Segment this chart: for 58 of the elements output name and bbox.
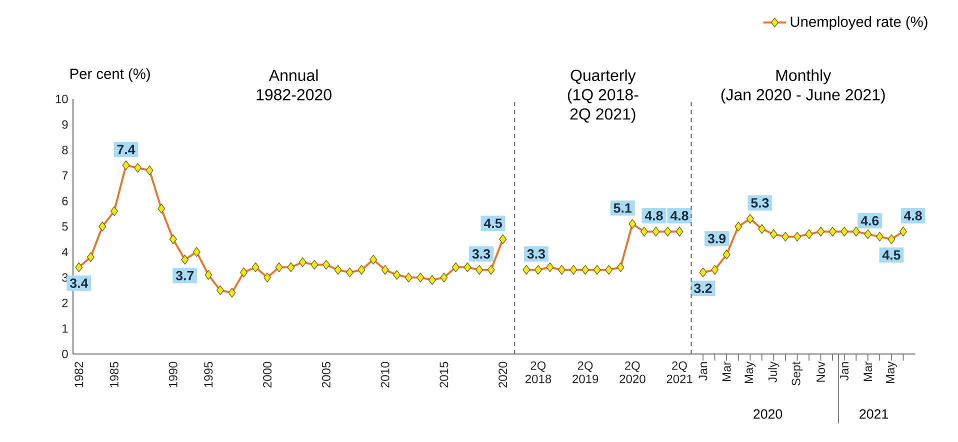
y-tick-label: 4 (62, 248, 68, 256)
y-tick-label: 10 (56, 94, 68, 104)
data-label: 5.1 (614, 203, 632, 213)
data-label: 7.4 (117, 144, 136, 154)
data-label: 3.7 (176, 270, 194, 280)
x-tick-label: May (744, 361, 756, 384)
x-tick-label: Mar (722, 362, 731, 382)
data-label: 4.5 (882, 250, 900, 260)
text: 2020 (754, 409, 782, 419)
x-tick-label: 2020 (498, 362, 508, 388)
y-tick-label: 7 (62, 171, 68, 180)
text: Quarterly (570, 69, 636, 84)
data-label: 3.9 (708, 234, 726, 244)
x-tick-label: Jan (840, 362, 849, 381)
data-label: 4.6 (860, 216, 879, 226)
y-tick-label: 6 (62, 196, 68, 206)
data-label: 4.8 (670, 210, 688, 220)
x-tick-label: 2005 (322, 362, 330, 388)
x-tick-label: Sept (792, 361, 803, 386)
y-tick-label: 9 (62, 120, 68, 129)
annotation: 1982-2020 (256, 89, 332, 100)
x-tick-label: 1990 (168, 362, 178, 388)
data-label: 3.4 (70, 278, 88, 288)
x-tick-label: 2000 (263, 362, 272, 388)
x-tick-label: May (886, 361, 897, 384)
y-tick-label: 0 (62, 350, 68, 358)
text: Annual (268, 69, 318, 82)
x-tick-label: 1995 (204, 362, 213, 388)
annotation: (1Q 2018- (568, 88, 638, 104)
text: 2021 (860, 409, 888, 419)
y-tick-label: 5 (62, 222, 68, 231)
data-label: 3.3 (527, 249, 545, 259)
x-tick-label: Jan (698, 362, 708, 381)
y-tick-label: 2 (62, 298, 68, 308)
x-tick-label: 1985 (110, 362, 118, 388)
annotation: (Jan 2020 - June 2021) (721, 88, 885, 104)
data-label: 3.2 (694, 284, 712, 294)
annotation: 2Q 2021) (570, 108, 636, 123)
data-label: 4.8 (644, 210, 663, 220)
data-label: 4.8 (904, 210, 922, 220)
y-tick-label: 1 (62, 324, 68, 333)
x-tick-label: 2Q 2018 (525, 361, 552, 384)
text: Monthly (776, 69, 832, 84)
data-label: 5.3 (751, 198, 769, 208)
legend-label: Unemployed rate (%) (790, 16, 928, 30)
data-label: 4.5 (484, 218, 502, 228)
x-tick-label: 2010 (380, 362, 390, 388)
x-tick-label: 2Q 2021 (666, 361, 692, 384)
x-tick-label: July (768, 361, 780, 383)
x-tick-label: Nov (816, 361, 825, 382)
y-tick-label: 8 (62, 146, 68, 154)
y-axis-title: Per cent (%) (70, 68, 150, 82)
data-label: 3.3 (472, 249, 490, 259)
x-tick-label: 2Q 2020 (620, 361, 646, 384)
x-tick-label: 1982 (74, 362, 84, 388)
x-tick-label: Mar (864, 362, 872, 382)
x-tick-label: 2Q 2019 (572, 361, 598, 384)
x-tick-label: 2015 (440, 362, 448, 388)
